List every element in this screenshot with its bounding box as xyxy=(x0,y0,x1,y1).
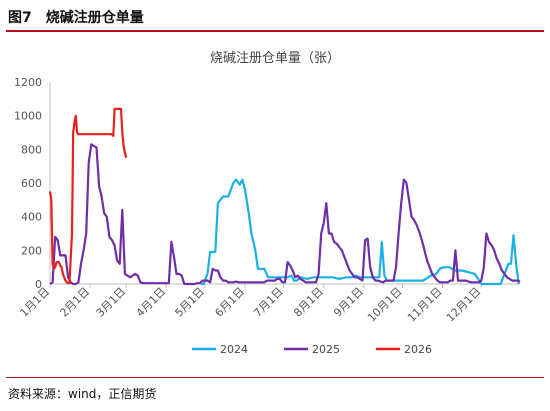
header-divider xyxy=(6,30,544,32)
y-tick-label: 1200 xyxy=(14,76,42,89)
x-tick-label: 9月1日 xyxy=(331,285,366,320)
x-tick-label: 11月1日 xyxy=(405,285,445,325)
series-line-2025 xyxy=(49,143,521,286)
chart-area: 烧碱注册仓单量（张） 0 200 400 600 800 1000 1200 1月1日 2月1日… xyxy=(0,33,550,375)
footer-divider xyxy=(6,377,544,378)
chart-title: 烧碱注册仓单量（张） xyxy=(209,51,340,66)
y-tick-label: 200 xyxy=(21,244,42,257)
y-tick-label: 1000 xyxy=(14,110,42,123)
series-line-2024 xyxy=(201,178,520,286)
x-tick-label: 3月1日 xyxy=(94,285,129,320)
x-tick-label: 12月1日 xyxy=(444,285,484,325)
x-tick-label: 4月1日 xyxy=(134,285,169,320)
y-tick-label: 600 xyxy=(21,177,42,190)
x-tick-label: 5月1日 xyxy=(172,285,207,320)
legend-label-2025: 2025 xyxy=(312,343,340,356)
figure-header: 图7 烧碱注册仓单量 xyxy=(0,0,550,32)
x-tick-label: 8月1日 xyxy=(291,285,326,320)
x-tick-label: 6月1日 xyxy=(212,285,247,320)
y-tick-label: 0 xyxy=(35,278,42,291)
x-tick-label: 2月1日 xyxy=(58,285,93,320)
x-tick-label: 7月1日 xyxy=(251,285,286,320)
series-line-2026 xyxy=(48,107,128,285)
x-tick-label: 10月1日 xyxy=(365,285,405,325)
y-tick-label: 800 xyxy=(21,143,42,156)
legend-label-2024: 2024 xyxy=(220,343,248,356)
y-tick-label: 400 xyxy=(21,211,42,224)
source-note: 资料来源：wind，正信期货 xyxy=(8,387,157,401)
legend-label-2026: 2026 xyxy=(404,343,432,356)
figure-label: 图7 烧碱注册仓单量 xyxy=(8,10,144,26)
